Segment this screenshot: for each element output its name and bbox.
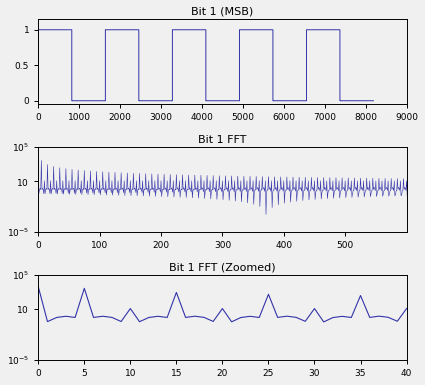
Title: Bit 1 (MSB): Bit 1 (MSB) xyxy=(191,7,254,17)
Title: Bit 1 FFT (Zoomed): Bit 1 FFT (Zoomed) xyxy=(169,263,276,273)
Title: Bit 1 FFT: Bit 1 FFT xyxy=(198,135,246,145)
